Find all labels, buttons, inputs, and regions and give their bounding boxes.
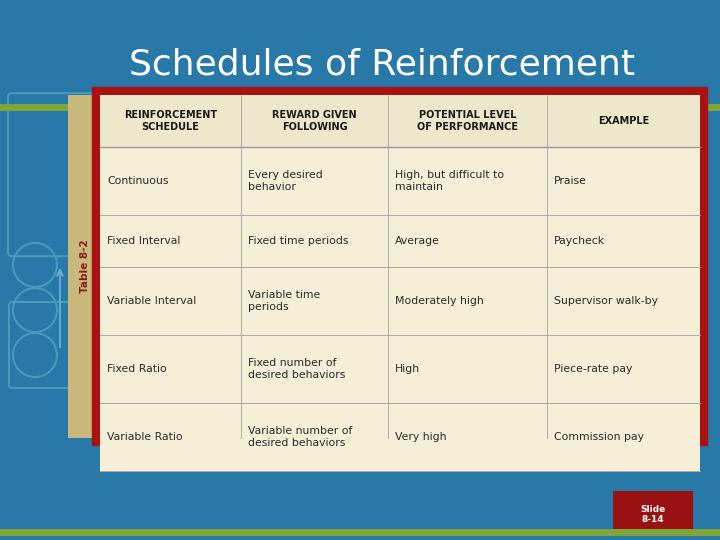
Text: High, but difficult to
maintain: High, but difficult to maintain	[395, 170, 504, 192]
Text: Commission pay: Commission pay	[554, 432, 644, 442]
Text: Moderately high: Moderately high	[395, 296, 484, 306]
Text: Schedules of Reinforcement: Schedules of Reinforcement	[129, 48, 634, 82]
Text: Variable Interval: Variable Interval	[107, 296, 197, 306]
Bar	[100, 95, 700, 147]
Text: Supervisor walk-by: Supervisor walk-by	[554, 296, 658, 306]
Text: Slide: Slide	[640, 504, 665, 514]
Text: Every desired
behavior: Every desired behavior	[248, 170, 323, 192]
Text: High: High	[395, 364, 420, 374]
Text: Variable Ratio: Variable Ratio	[107, 432, 183, 442]
Bar	[100, 267, 700, 335]
Text: POTENTIAL LEVEL
OF PERFORMANCE: POTENTIAL LEVEL OF PERFORMANCE	[417, 110, 518, 132]
Bar	[100, 215, 700, 267]
Text: Paycheck: Paycheck	[554, 236, 605, 246]
Bar	[0, 529, 720, 536]
Text: Piece-rate pay: Piece-rate pay	[554, 364, 632, 374]
Text: Fixed time periods: Fixed time periods	[248, 236, 348, 246]
Bar	[68, 95, 103, 438]
Text: REWARD GIVEN
FOLLOWING: REWARD GIVEN FOLLOWING	[272, 110, 357, 132]
Bar	[100, 335, 700, 403]
Text: Fixed Interval: Fixed Interval	[107, 236, 181, 246]
Bar	[96, 91, 704, 442]
Text: Very high: Very high	[395, 432, 446, 442]
Bar	[100, 403, 700, 471]
Text: Average: Average	[395, 236, 440, 246]
Text: Fixed Ratio: Fixed Ratio	[107, 364, 167, 374]
Bar	[0, 104, 720, 111]
Text: Variable number of
desired behaviors: Variable number of desired behaviors	[248, 426, 352, 448]
Text: Praise: Praise	[554, 176, 587, 186]
Text: Fixed number of
desired behaviors: Fixed number of desired behaviors	[248, 358, 346, 380]
Text: Continuous: Continuous	[107, 176, 168, 186]
Bar	[100, 147, 700, 215]
Text: REINFORCEMENT
SCHEDULE: REINFORCEMENT SCHEDULE	[124, 110, 217, 132]
Text: Table 8-2: Table 8-2	[81, 240, 91, 293]
Bar	[613, 491, 693, 529]
Text: 8-14: 8-14	[642, 515, 665, 523]
Text: Variable time
periods: Variable time periods	[248, 290, 320, 312]
Text: EXAMPLE: EXAMPLE	[598, 116, 649, 126]
